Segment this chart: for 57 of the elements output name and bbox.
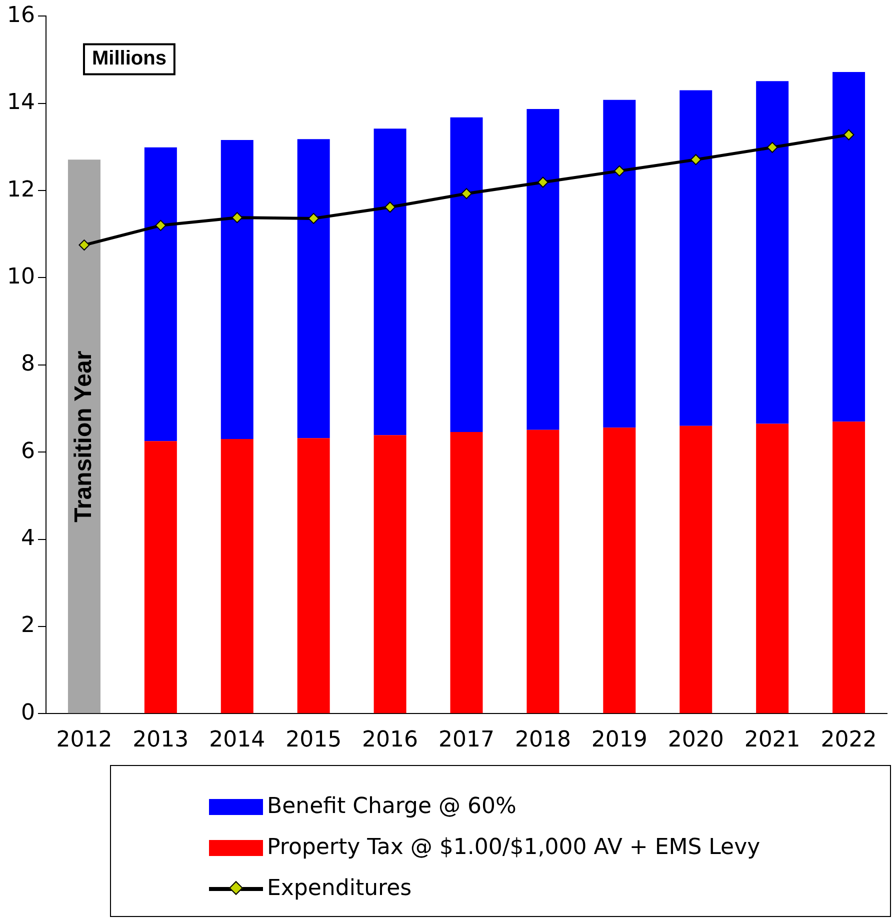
bar <box>220 140 254 439</box>
bar <box>374 128 406 436</box>
bar <box>526 430 560 714</box>
y-tick-label: 12 <box>6 177 35 202</box>
point <box>384 202 396 213</box>
point <box>232 212 243 224</box>
point <box>766 142 778 153</box>
y-tick-label: 16 <box>6 2 35 28</box>
y-tick-label: 4 <box>20 526 35 551</box>
point <box>843 129 854 140</box>
bar <box>68 160 100 714</box>
x-tick-label: 2021 <box>744 728 800 753</box>
x-tick-label: 2016 <box>362 728 418 753</box>
x-tick-label: 2017 <box>438 728 494 753</box>
y-tick-label: 2 <box>20 613 35 638</box>
x-tick-label: 2012 <box>56 728 112 753</box>
y-tick-label: 6 <box>20 438 35 464</box>
y-tick-label: 14 <box>6 90 35 116</box>
point <box>460 188 472 200</box>
bar <box>603 100 636 428</box>
bar <box>756 81 789 424</box>
point <box>690 154 702 166</box>
x-tick-label: 2020 <box>668 728 724 753</box>
legend-label: Expenditures <box>267 876 412 901</box>
bar <box>756 424 789 714</box>
bar <box>832 72 866 422</box>
bar <box>832 422 866 714</box>
legend-label: Benefit Charge @ 60% <box>267 794 516 819</box>
x-tick-label: 2014 <box>209 728 266 753</box>
point <box>155 220 166 231</box>
bar <box>144 147 177 442</box>
y-tick-label: 10 <box>6 264 35 290</box>
bar <box>144 441 177 714</box>
x-tick-label: 2019 <box>591 728 648 753</box>
bar <box>680 90 712 426</box>
y-tick-label: 8 <box>20 352 35 377</box>
bar <box>603 428 636 714</box>
point <box>308 212 320 224</box>
point <box>78 240 90 251</box>
point <box>614 165 625 176</box>
annotation: Transition Year <box>70 350 97 522</box>
x-tick-label: 2015 <box>286 728 342 753</box>
bar <box>220 439 254 714</box>
bar <box>680 426 712 714</box>
bar <box>374 435 406 714</box>
bar <box>450 117 483 432</box>
y-tick-label: 0 <box>20 700 35 726</box>
bar <box>526 109 560 430</box>
x-tick-label: 2018 <box>514 728 571 753</box>
annotation: Millions <box>92 48 166 70</box>
point <box>537 176 548 188</box>
x-tick-label: 2022 <box>820 728 877 753</box>
x-tick-label: 2013 <box>132 728 189 753</box>
bar <box>297 438 330 714</box>
legend-label: Property Tax @ $1.00/$1,000 AV + EMS Levy <box>267 835 760 860</box>
bar <box>450 432 483 714</box>
bar <box>297 139 330 438</box>
